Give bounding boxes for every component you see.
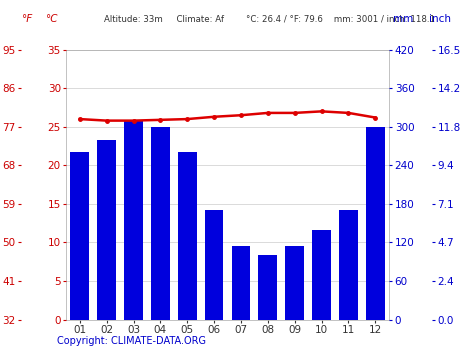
Bar (178, 153, 197, 320)
Bar (339, 210, 358, 320)
Bar (366, 127, 385, 320)
Bar (258, 255, 277, 320)
Bar (285, 246, 304, 320)
Bar (205, 210, 223, 320)
Text: °F: °F (21, 14, 33, 24)
Bar (312, 230, 331, 320)
Bar (231, 246, 250, 320)
Text: inch: inch (429, 14, 451, 24)
Bar (124, 120, 143, 320)
Text: Altitude: 33m     Climate: Af        °C: 26.4 / °F: 79.6    mm: 3001 / inch: 118: Altitude: 33m Climate: Af °C: 26.4 / °F:… (104, 14, 435, 23)
Text: °C: °C (45, 14, 57, 24)
Bar (70, 153, 89, 320)
Bar (97, 140, 116, 320)
Text: Copyright: CLIMATE-DATA.ORG: Copyright: CLIMATE-DATA.ORG (57, 336, 206, 346)
Bar (151, 127, 170, 320)
Text: mm: mm (393, 14, 414, 24)
